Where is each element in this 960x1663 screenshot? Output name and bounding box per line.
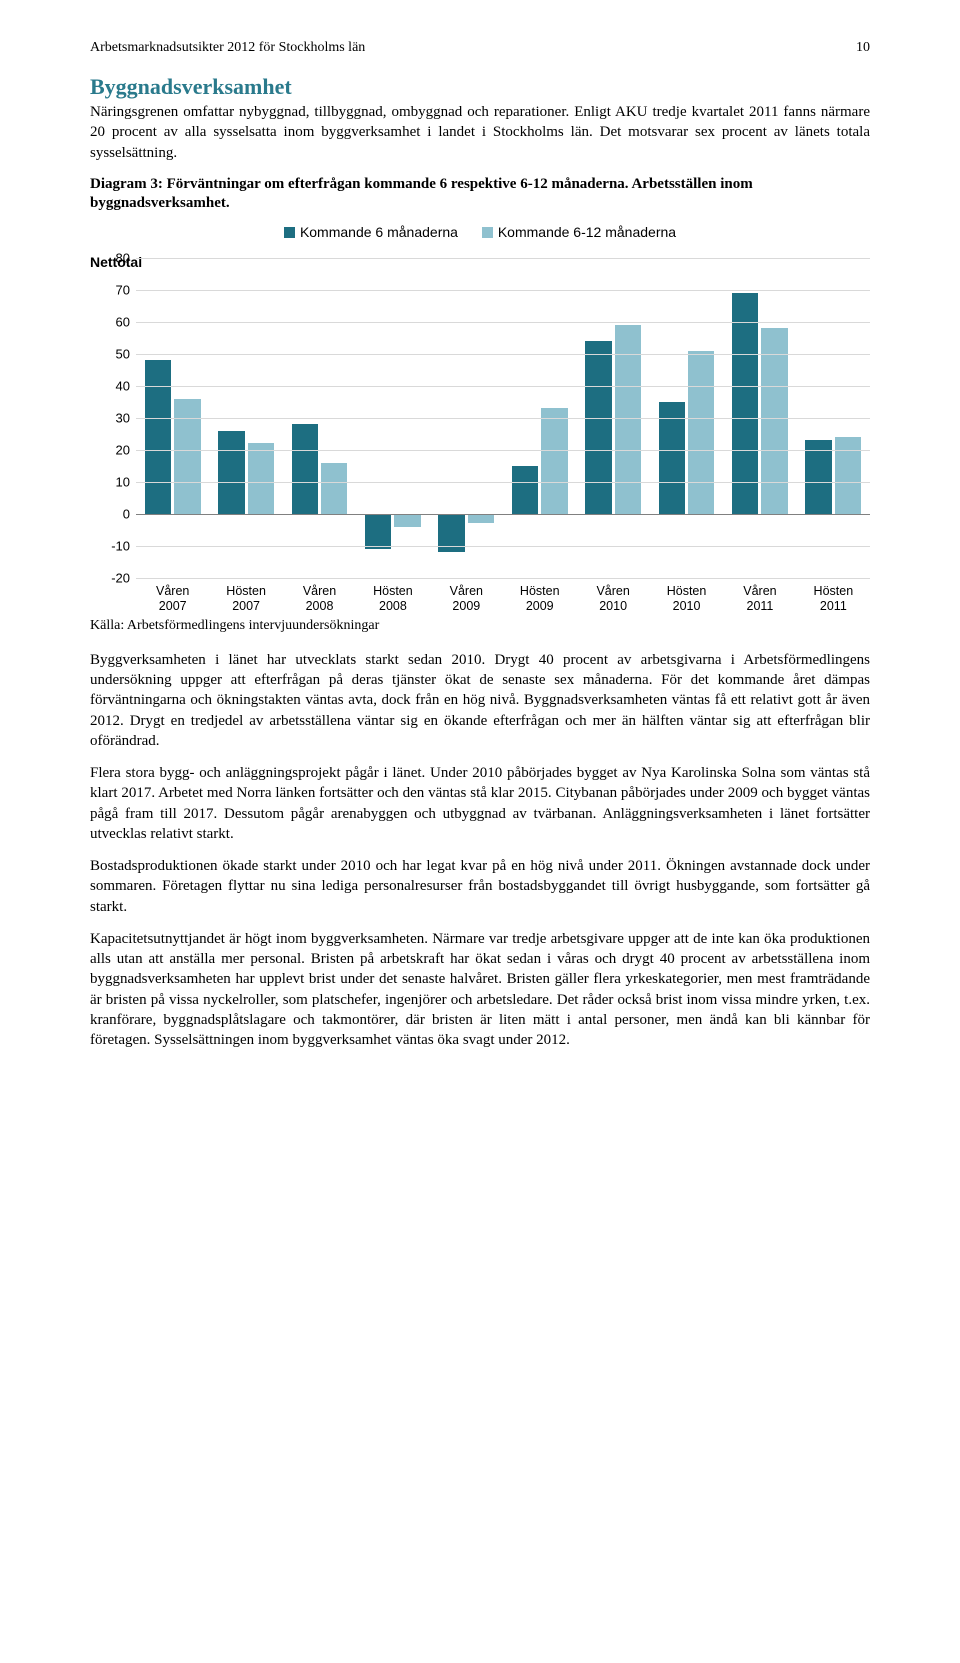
x-tick-label: Våren2009 bbox=[430, 584, 503, 615]
gridline bbox=[136, 386, 870, 387]
x-tick-label: Våren2011 bbox=[723, 584, 796, 615]
gridline bbox=[136, 354, 870, 355]
header-title: Arbetsmarknadsutsikter 2012 för Stockhol… bbox=[90, 40, 365, 56]
y-tick-label: 70 bbox=[98, 282, 130, 297]
bar-series-b bbox=[688, 351, 714, 514]
gridline bbox=[136, 418, 870, 419]
y-tick-label: 10 bbox=[98, 474, 130, 489]
section-heading: Byggnadsverksamhet bbox=[90, 74, 870, 100]
gridline bbox=[136, 578, 870, 579]
bar-series-a bbox=[365, 514, 391, 549]
chart-legend: Kommande 6 månaderna Kommande 6-12 månad… bbox=[90, 224, 870, 240]
y-tick-label: 40 bbox=[98, 378, 130, 393]
bar-series-a bbox=[732, 293, 758, 514]
bar-series-a bbox=[805, 440, 831, 514]
chart-container: Kommande 6 månaderna Kommande 6-12 månad… bbox=[90, 224, 870, 608]
x-tick-label: Våren2010 bbox=[576, 584, 649, 615]
bar-series-a bbox=[218, 431, 244, 514]
y-tick-label: 80 bbox=[98, 250, 130, 265]
body-paragraph: Flera stora bygg- och anläggningsprojekt… bbox=[90, 763, 870, 844]
intro-paragraph: Näringsgrenen omfattar nybyggnad, tillby… bbox=[90, 102, 870, 163]
running-header: Arbetsmarknadsutsikter 2012 för Stockhol… bbox=[90, 40, 870, 56]
y-tick-label: 0 bbox=[98, 506, 130, 521]
bar-series-a bbox=[292, 424, 318, 514]
bar-series-a bbox=[512, 466, 538, 514]
plot-area: -20-1001020304050607080 bbox=[136, 258, 870, 578]
x-tick-label: Hösten2010 bbox=[650, 584, 723, 615]
x-tick-label: Hösten2009 bbox=[503, 584, 576, 615]
bar-series-a bbox=[585, 341, 611, 514]
bar-series-a bbox=[145, 360, 171, 514]
bar-series-b bbox=[761, 328, 787, 514]
bar-series-b bbox=[541, 408, 567, 514]
gridline bbox=[136, 322, 870, 323]
gridline bbox=[136, 514, 870, 515]
gridline bbox=[136, 258, 870, 259]
diagram-caption: Diagram 3: Förväntningar om efterfrågan … bbox=[90, 175, 870, 214]
body-paragraph: Bostadsproduktionen ökade starkt under 2… bbox=[90, 856, 870, 917]
y-tick-label: 30 bbox=[98, 410, 130, 425]
chart-source: Källa: Arbetsförmedlingens intervjuunder… bbox=[90, 618, 870, 634]
gridline bbox=[136, 482, 870, 483]
x-tick-label: Hösten2008 bbox=[356, 584, 429, 615]
legend-item-0: Kommande 6 månaderna bbox=[284, 224, 458, 240]
y-tick-label: 20 bbox=[98, 442, 130, 457]
y-tick-label: -20 bbox=[98, 570, 130, 585]
bar-series-b bbox=[394, 514, 420, 527]
body-paragraph: Byggverksamheten i länet har utvecklats … bbox=[90, 650, 870, 751]
legend-swatch-1 bbox=[482, 227, 493, 238]
y-tick-label: 60 bbox=[98, 314, 130, 329]
legend-item-1: Kommande 6-12 månaderna bbox=[482, 224, 676, 240]
page: Arbetsmarknadsutsikter 2012 för Stockhol… bbox=[0, 0, 960, 1122]
bar-series-b bbox=[321, 463, 347, 514]
bar-chart: Nettotal -20-1001020304050607080 Våren20… bbox=[90, 258, 870, 608]
legend-label-0: Kommande 6 månaderna bbox=[300, 224, 458, 240]
x-tick-label: Hösten2007 bbox=[209, 584, 282, 615]
gridline bbox=[136, 450, 870, 451]
bar-series-b bbox=[835, 437, 861, 514]
header-page-number: 10 bbox=[856, 40, 870, 56]
x-tick-label: Hösten2011 bbox=[797, 584, 870, 615]
y-tick-label: -10 bbox=[98, 538, 130, 553]
bar-series-b bbox=[468, 514, 494, 524]
legend-label-1: Kommande 6-12 månaderna bbox=[498, 224, 676, 240]
bar-series-b bbox=[248, 443, 274, 513]
x-axis-labels: Våren2007Hösten2007Våren2008Hösten2008Vå… bbox=[136, 584, 870, 615]
gridline bbox=[136, 546, 870, 547]
body-paragraph: Kapacitetsutnyttjandet är högt inom bygg… bbox=[90, 929, 870, 1051]
x-tick-label: Våren2007 bbox=[136, 584, 209, 615]
bar-series-b bbox=[174, 399, 200, 514]
legend-swatch-0 bbox=[284, 227, 295, 238]
gridline bbox=[136, 290, 870, 291]
x-tick-label: Våren2008 bbox=[283, 584, 356, 615]
y-tick-label: 50 bbox=[98, 346, 130, 361]
